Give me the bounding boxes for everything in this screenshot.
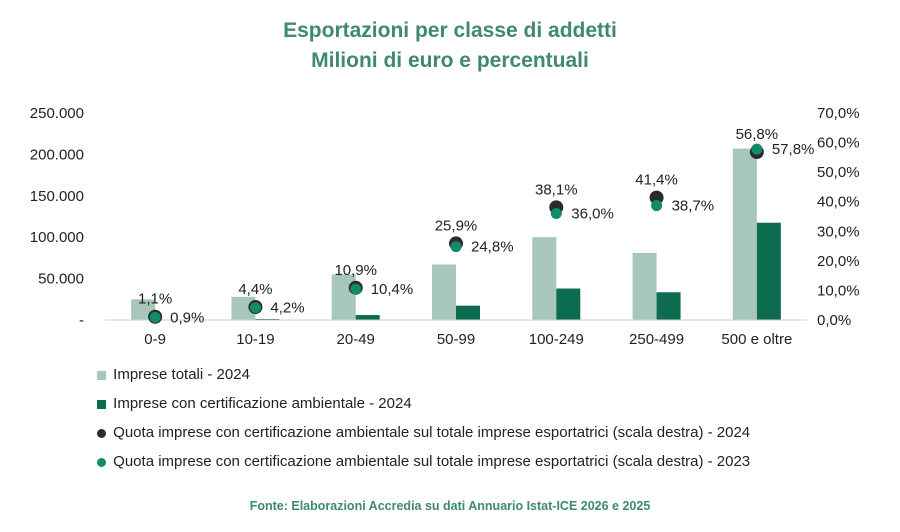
left-tick-label: 150.000 xyxy=(30,188,84,205)
bar-imprese-totali xyxy=(632,252,657,320)
point-quota-2023 xyxy=(350,283,362,295)
point-quota-2023 xyxy=(450,241,462,253)
point-quota-2023 xyxy=(249,302,261,314)
category-labels: 0-9 10-19 20-49 50-99 100-249 250-499 500 e ol… xyxy=(144,331,792,348)
points-group xyxy=(148,143,764,324)
bar-imprese-totali xyxy=(732,148,757,320)
chart-title: Esportazioni per classe di addetti xyxy=(283,19,617,42)
left-tick-label: 250.000 xyxy=(30,105,84,122)
legend-swatch-light-bar xyxy=(97,370,106,380)
point-label-2024: 56,8% xyxy=(736,126,779,143)
category-label: 100-249 xyxy=(529,331,584,348)
bar-imprese-certificate xyxy=(656,292,681,320)
bar-imprese-totali xyxy=(331,274,356,320)
point-label-2024: 1,1% xyxy=(138,291,172,308)
legend-swatch-green-dot xyxy=(97,457,106,467)
legend-item-imprese-certificate: Imprese con certificazione ambientale - … xyxy=(97,395,412,412)
export-chart: - 50.000 100.000 150.000 200.000 250.000 0,0%… xyxy=(30,105,860,348)
right-tick-label: 20,0% xyxy=(817,253,860,270)
point-quota-2023 xyxy=(751,143,763,155)
left-axis: - 50.000 100.000 150.000 200.000 250.000 xyxy=(30,105,84,329)
point-label-2023: 57,8% xyxy=(772,141,815,158)
category-label: 10-19 xyxy=(236,331,274,348)
bar-imprese-certificate xyxy=(456,305,480,320)
legend-label: Imprese totali - 2024 xyxy=(113,366,250,383)
bar-imprese-certificate xyxy=(355,315,380,320)
point-label-2023: 24,8% xyxy=(471,239,514,256)
point-label-2024: 41,4% xyxy=(635,172,678,189)
point-label-2024: 38,1% xyxy=(535,181,578,198)
category-label: 500 e oltre xyxy=(721,331,792,348)
category-label: 50-99 xyxy=(437,331,475,348)
category-label: 0-9 xyxy=(144,331,166,348)
right-axis: 0,0% 10,0% 20,0% 30,0% 40,0% 50,0% 60,0% 70,0% xyxy=(817,105,860,329)
point-label-2024: 25,9% xyxy=(435,217,478,234)
chart-subtitle: Milioni di euro e percentuali xyxy=(311,49,589,72)
point-quota-2023 xyxy=(550,208,562,220)
right-tick-label: 70,0% xyxy=(817,105,860,122)
legend-item-imprese-totali: Imprese totali - 2024 xyxy=(97,366,250,383)
bar-imprese-totali xyxy=(532,237,557,320)
legend-item-quota-2023: Quota imprese con certificazione ambient… xyxy=(97,453,750,470)
right-tick-label: 30,0% xyxy=(817,223,860,240)
point-label-2023: 10,4% xyxy=(371,281,414,298)
point-quota-2023 xyxy=(651,200,663,212)
left-tick-label: 50.000 xyxy=(38,271,84,288)
point-label-2023: 38,7% xyxy=(672,198,715,215)
point-label-2023: 4,2% xyxy=(270,300,304,317)
point-label-2023: 0,9% xyxy=(170,309,204,326)
legend-swatch-dark-dot xyxy=(97,428,106,438)
bar-imprese-certificate xyxy=(556,288,581,320)
right-tick-label: 40,0% xyxy=(817,194,860,211)
legend-swatch-dark-bar xyxy=(97,399,106,409)
point-label-2023: 36,0% xyxy=(571,206,614,223)
legend-label: Quota imprese con certificazione ambient… xyxy=(113,424,751,441)
bars-group xyxy=(131,148,781,320)
source-note: Fonte: Elaborazioni Accredia su dati Ann… xyxy=(249,499,651,513)
right-tick-label: 10,0% xyxy=(817,282,860,299)
category-label: 20-49 xyxy=(337,331,375,348)
bar-imprese-totali xyxy=(231,296,256,320)
legend-item-quota-2024: Quota imprese con certificazione ambient… xyxy=(97,424,750,441)
left-tick-label: - xyxy=(79,312,84,329)
point-quota-2023 xyxy=(149,311,161,323)
point-labels: 1,1%0,9% 4,4% 4,2% 10,9% 10,4% 25,9% 24,8% 38,1… xyxy=(138,126,814,326)
legend-label: Quota imprese con certificazione ambient… xyxy=(113,453,751,470)
bar-imprese-totali xyxy=(432,264,456,320)
point-label-2024: 10,9% xyxy=(334,262,377,279)
right-tick-label: 0,0% xyxy=(817,312,851,329)
right-tick-label: 60,0% xyxy=(817,135,860,152)
left-tick-label: 100.000 xyxy=(30,229,84,246)
left-tick-label: 200.000 xyxy=(30,146,84,163)
bar-imprese-certificate xyxy=(756,222,781,320)
right-tick-label: 50,0% xyxy=(817,164,860,181)
category-label: 250-499 xyxy=(629,331,684,348)
point-label-2024: 4,4% xyxy=(238,281,272,298)
legend-label: Imprese con certificazione ambientale - … xyxy=(113,395,412,412)
point-quota-2024 xyxy=(649,190,664,205)
